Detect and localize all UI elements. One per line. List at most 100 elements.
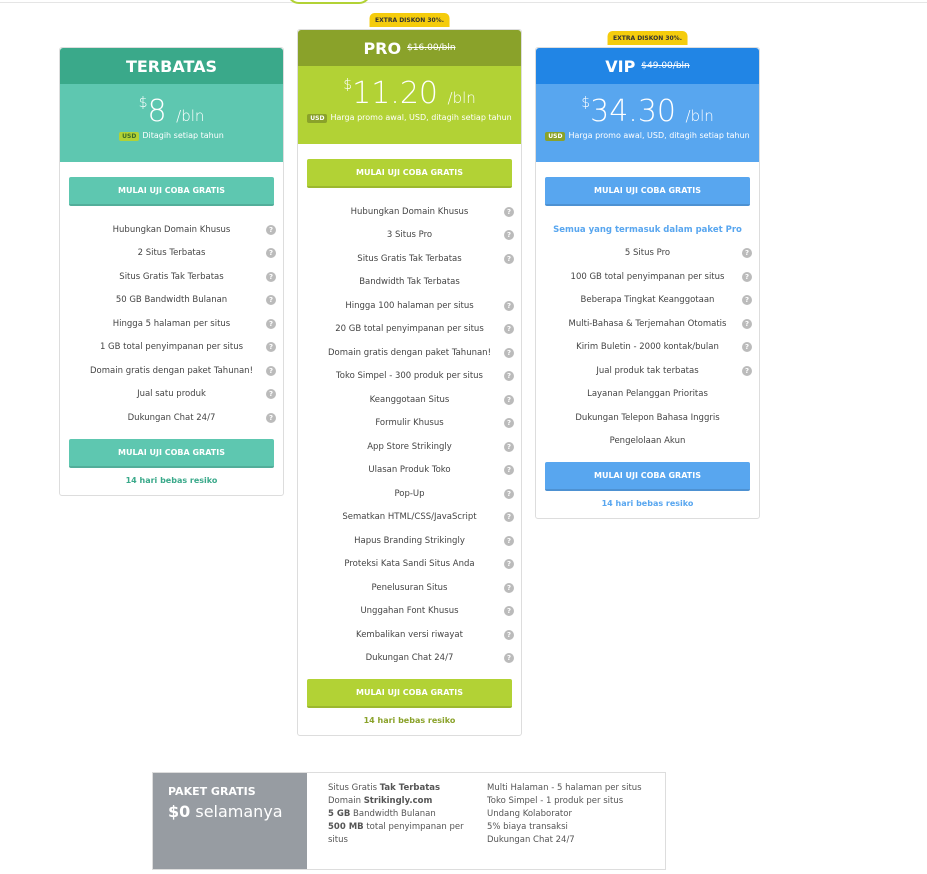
start-trial-button-bottom[interactable]: MULAI UJI COBA GRATIS — [307, 679, 512, 708]
price-amount: 11.20 — [352, 76, 438, 111]
free-plan-title: PAKET GRATIS — [168, 785, 256, 798]
start-trial-button-bottom[interactable]: MULAI UJI COBA GRATIS — [69, 438, 274, 468]
feature-label: App Store Strikingly — [367, 441, 452, 452]
plan-price: $8 /bln USD Ditagih setiap tahun — [60, 84, 283, 162]
plan-header: TERBATAS — [60, 48, 283, 84]
feature-list: Hubungkan Domain Khusus? 3 Situs Pro? Situ… — [298, 200, 521, 670]
feature-item: Kembalikan versi riwayat? — [298, 623, 521, 647]
help-question-icon[interactable]: ? — [266, 224, 276, 235]
feature-label: Hapus Branding Strikingly — [354, 535, 465, 546]
help-question-icon[interactable]: ? — [504, 606, 514, 617]
free-feature: Situs Gratis Tak Terbatas — [328, 782, 467, 795]
help-question-icon[interactable]: ? — [504, 394, 514, 405]
help-question-icon[interactable]: ? — [742, 248, 752, 259]
feature-item: Situs Gratis Tak Terbatas? — [298, 247, 521, 271]
free-plan-box: PAKET GRATIS $0 selamanya Situs Gratis T… — [152, 772, 666, 870]
help-question-icon[interactable]: ? — [504, 465, 514, 476]
feature-label: 3 Situs Pro — [386, 230, 433, 241]
help-question-icon[interactable]: ? — [742, 365, 752, 376]
feature-label: 50 GB Bandwidth Bulanan — [115, 295, 228, 306]
plan-name: TERBATAS — [125, 56, 218, 76]
feature-label: Ulasan Produk Toko — [368, 465, 451, 476]
feature-label: 2 Situs Terbatas — [137, 248, 206, 259]
top-divider — [0, 2, 927, 3]
feature-item: 50 GB Bandwidth Bulanan? — [60, 289, 283, 313]
feature-label: Dukungan Chat 24/7 — [365, 653, 454, 664]
help-question-icon[interactable]: ? — [504, 253, 514, 264]
feature-label: Situs Gratis Tak Terbatas — [357, 253, 462, 264]
help-question-icon[interactable]: ? — [504, 512, 514, 523]
help-question-icon[interactable]: ? — [742, 271, 752, 282]
feature-item: App Store Strikingly? — [298, 435, 521, 459]
start-trial-button-bottom[interactable]: MULAI UJI COBA GRATIS — [545, 462, 750, 491]
feature-label: Pop-Up — [394, 488, 425, 499]
help-question-icon[interactable]: ? — [504, 488, 514, 499]
help-question-icon[interactable]: ? — [504, 371, 514, 382]
help-question-icon[interactable]: ? — [504, 582, 514, 593]
toggle-tab-outline — [287, 0, 371, 4]
plan-price: $34.30 /bln USD Harga promo awal, USD, di… — [536, 84, 759, 162]
feature-item: Proteksi Kata Sandi Situs Anda? — [298, 553, 521, 577]
help-question-icon[interactable]: ? — [504, 230, 514, 241]
help-question-icon[interactable]: ? — [504, 653, 514, 664]
risk-free-note: 14 hari bebas resiko — [601, 499, 694, 508]
price-amount: 8 — [147, 94, 167, 129]
help-question-icon[interactable]: ? — [504, 206, 514, 217]
help-question-icon[interactable]: ? — [266, 389, 276, 400]
help-question-icon[interactable]: ? — [266, 365, 276, 376]
help-question-icon[interactable]: ? — [266, 412, 276, 423]
feature-item: Situs Gratis Tak Terbatas? — [60, 265, 283, 289]
free-feature: 5 GB Bandwidth Bulanan — [328, 808, 467, 821]
feature-label: Jual produk tak terbatas — [596, 365, 699, 376]
help-question-icon[interactable]: ? — [504, 535, 514, 546]
help-question-icon[interactable]: ? — [504, 441, 514, 452]
feature-item: Unggahan Font Khusus? — [298, 600, 521, 624]
feature-label: Hubungkan Domain Khusus — [350, 206, 469, 217]
usd-badge: USD — [307, 114, 328, 123]
feature-label: Hingga 100 halaman per situs — [345, 300, 474, 311]
feature-list: Hubungkan Domain Khusus? 2 Situs Terbatas… — [60, 218, 283, 430]
start-trial-button[interactable]: MULAI UJI COBA GRATIS — [69, 177, 274, 206]
help-question-icon[interactable]: ? — [266, 248, 276, 259]
help-question-icon[interactable]: ? — [504, 629, 514, 640]
help-question-icon[interactable]: ? — [742, 342, 752, 353]
feature-item: Domain gratis dengan paket Tahunan!? — [60, 359, 283, 383]
free-features-col2: Multi Halaman - 5 halaman per situs Toko … — [487, 773, 647, 869]
help-question-icon[interactable]: ? — [504, 559, 514, 570]
help-question-icon[interactable]: ? — [266, 295, 276, 306]
feature-item: Jual produk tak terbatas? — [536, 359, 759, 383]
help-question-icon[interactable]: ? — [742, 318, 752, 329]
old-price: $49.00/bln — [641, 61, 690, 71]
price-period: /bln — [447, 89, 476, 107]
feature-item: Kirim Buletin - 2000 kontak/bulan? — [536, 336, 759, 360]
free-feature-bold: 5 GB — [328, 809, 351, 819]
free-feature: Dukungan Chat 24/7 — [487, 835, 575, 845]
free-feature: Toko Simpel - 1 produk per situs — [487, 796, 624, 806]
feature-label: Penelusuran Situs — [371, 582, 448, 593]
currency: $ — [581, 95, 591, 111]
feature-item: Formulir Khusus? — [298, 412, 521, 436]
help-question-icon[interactable]: ? — [504, 347, 514, 358]
free-features-col1: Situs Gratis Tak Terbatas Domain Striking… — [307, 773, 487, 869]
help-question-icon[interactable]: ? — [504, 324, 514, 335]
help-question-icon[interactable]: ? — [266, 342, 276, 353]
feature-label: Formulir Khusus — [375, 418, 444, 429]
discount-badge: EXTRA DISKON 30%. — [607, 31, 688, 45]
help-question-icon[interactable]: ? — [504, 300, 514, 311]
billing-note: Ditagih setiap tahun — [142, 131, 224, 140]
feature-item: Hingga 100 halaman per situs? — [298, 294, 521, 318]
start-trial-button[interactable]: MULAI UJI COBA GRATIS — [307, 159, 512, 188]
feature-item: Multi-Bahasa & Terjemahan Otomatis? — [536, 312, 759, 336]
help-question-icon[interactable]: ? — [742, 295, 752, 306]
free-feature-bold: Strikingly.com — [363, 796, 433, 806]
plan-name: PRO — [363, 38, 402, 58]
feature-item: Bandwidth Tak Terbatas — [298, 271, 521, 295]
feature-label: 1 GB total penyimpanan per situs — [99, 342, 244, 353]
free-feature: 500 MB total penyimpanan per situs — [328, 821, 467, 847]
plan-name: VIP — [605, 56, 636, 76]
help-question-icon[interactable]: ? — [266, 271, 276, 282]
start-trial-button[interactable]: MULAI UJI COBA GRATIS — [545, 177, 750, 206]
help-question-icon[interactable]: ? — [504, 418, 514, 429]
billing-note: Harga promo awal, USD, ditagih setiap ta… — [568, 131, 750, 140]
help-question-icon[interactable]: ? — [266, 318, 276, 329]
